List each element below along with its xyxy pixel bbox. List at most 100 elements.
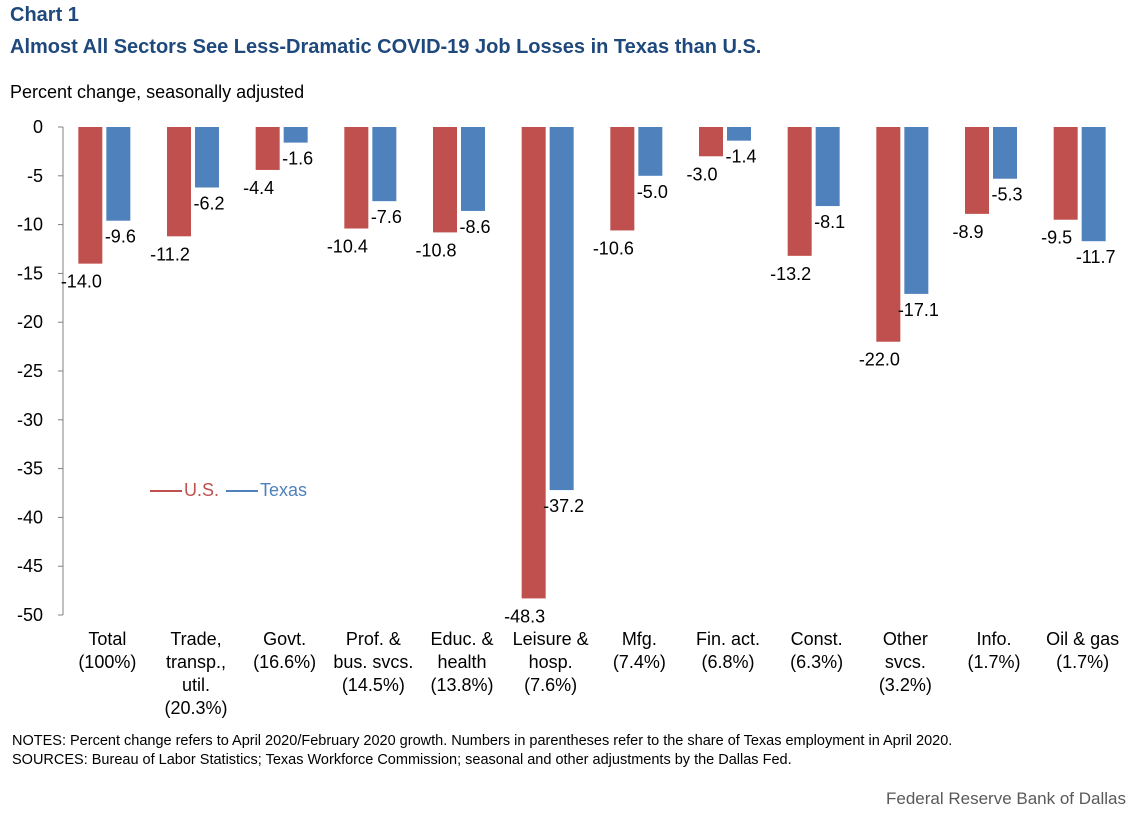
x-tick-label: (7.4%) bbox=[613, 652, 666, 672]
data-label-us: -4.4 bbox=[243, 178, 274, 198]
bar-texas bbox=[638, 127, 663, 176]
legend-us-label: U.S. bbox=[184, 480, 220, 500]
x-tick-label: (3.2%) bbox=[879, 675, 932, 695]
sources-line: SOURCES: Bureau of Labor Statistics; Tex… bbox=[12, 752, 792, 768]
y-tick-label: -15 bbox=[17, 263, 43, 283]
data-label-us: -8.9 bbox=[952, 222, 983, 242]
data-label-texas: -8.1 bbox=[814, 212, 845, 232]
bar-chart: 0 -5 -10 -15 -20 -25 -30 -35 -40 -45 -50 -14.0 -9.6 T… bbox=[17, 117, 1119, 718]
data-label-us: -10.6 bbox=[593, 238, 634, 258]
notes: NOTES: Percent change refers to April 20… bbox=[12, 732, 952, 770]
bar-us bbox=[699, 127, 723, 157]
bar-texas bbox=[993, 127, 1017, 179]
x-tick-label: bus. svcs. bbox=[333, 652, 413, 672]
data-label-texas: -1.6 bbox=[282, 149, 313, 169]
x-tick-label: Const. bbox=[791, 629, 843, 649]
x-tick-label: Other bbox=[883, 629, 928, 649]
data-label-texas: -5.0 bbox=[637, 182, 668, 202]
bar-texas bbox=[195, 127, 219, 188]
y-axis-label: Percent change, seasonally adjusted bbox=[10, 82, 305, 102]
y-tick-label: 0 bbox=[33, 117, 43, 137]
bar-us bbox=[78, 127, 103, 264]
y-tick-label: -35 bbox=[17, 459, 43, 479]
legend: U.S. Texas bbox=[150, 480, 309, 501]
data-label-texas: -5.3 bbox=[991, 185, 1022, 205]
bar-us bbox=[876, 127, 901, 342]
y-tick-label: -40 bbox=[17, 507, 43, 527]
x-tick-label: util. bbox=[182, 675, 210, 695]
bar-us bbox=[433, 127, 457, 233]
x-tick-label: (7.6%) bbox=[524, 675, 577, 695]
bar-us bbox=[167, 127, 191, 237]
x-tick-label: Info. bbox=[976, 629, 1011, 649]
x-tick-label: (13.8%) bbox=[430, 675, 493, 695]
data-label-us: -14.0 bbox=[61, 272, 102, 292]
data-label-us: -3.0 bbox=[686, 164, 717, 184]
x-tick-label: health bbox=[437, 652, 486, 672]
bar-texas bbox=[815, 127, 840, 207]
x-tick-label: transp., bbox=[166, 652, 226, 672]
data-label-texas: -11.7 bbox=[1076, 247, 1116, 267]
chart-number: Chart 1 bbox=[10, 4, 79, 26]
bar-us bbox=[1053, 127, 1078, 220]
data-label-texas: -7.6 bbox=[371, 207, 402, 227]
data-label-us: -10.8 bbox=[415, 240, 456, 260]
x-tick-label: Prof. & bbox=[346, 629, 401, 649]
bar-us bbox=[255, 127, 280, 170]
data-label-us: -9.5 bbox=[1041, 228, 1072, 248]
x-tick-label: Mfg. bbox=[622, 629, 657, 649]
data-label-texas: -6.2 bbox=[193, 194, 224, 214]
x-tick-label: svcs. bbox=[885, 652, 926, 672]
bar-texas bbox=[1081, 127, 1106, 242]
bar-texas bbox=[283, 127, 308, 143]
x-tick-label: Total bbox=[88, 629, 126, 649]
bar-us bbox=[610, 127, 635, 231]
bar-texas bbox=[461, 127, 485, 211]
data-label-texas: -17.1 bbox=[898, 300, 939, 320]
x-tick-label: (14.5%) bbox=[342, 675, 405, 695]
x-tick-label: (1.7%) bbox=[967, 652, 1020, 672]
x-tick-label: (6.8%) bbox=[701, 652, 754, 672]
bar-texas bbox=[106, 127, 131, 221]
data-label-us: -11.2 bbox=[150, 244, 190, 264]
data-label-us: -10.4 bbox=[327, 237, 368, 257]
x-tick-label: (100%) bbox=[78, 652, 136, 672]
y-tick-label: -45 bbox=[17, 556, 43, 576]
data-label-texas: -37.2 bbox=[543, 496, 584, 516]
legend-us-swatch bbox=[150, 490, 182, 493]
bar-texas bbox=[727, 127, 751, 141]
x-tick-label: (1.7%) bbox=[1056, 652, 1109, 672]
x-tick-label: Educ. & bbox=[430, 629, 493, 649]
bar-us bbox=[965, 127, 989, 214]
x-tick-label: Fin. act. bbox=[696, 629, 760, 649]
data-label-texas: -9.6 bbox=[105, 227, 136, 247]
data-label-texas: -1.4 bbox=[725, 147, 756, 167]
legend-texas-swatch bbox=[226, 490, 259, 493]
bar-us bbox=[521, 127, 546, 599]
data-label-us: -13.2 bbox=[770, 264, 811, 284]
x-tick-label: (6.3%) bbox=[790, 652, 843, 672]
chart-title: Almost All Sectors See Less-Dramatic COV… bbox=[10, 36, 762, 58]
data-label-texas: -8.6 bbox=[459, 217, 490, 237]
x-tick-label: (16.6%) bbox=[253, 652, 316, 672]
y-tick-label: -50 bbox=[17, 605, 43, 625]
x-tick-label: (20.3%) bbox=[164, 698, 227, 718]
footer-source: Federal Reserve Bank of Dallas bbox=[885, 789, 1126, 808]
bar-us bbox=[787, 127, 812, 256]
x-tick-label: Govt. bbox=[263, 629, 306, 649]
y-tick-label: -30 bbox=[17, 410, 43, 430]
x-tick-label: hosp. bbox=[529, 652, 573, 672]
x-tick-label: Oil & gas bbox=[1046, 629, 1119, 649]
x-tick-label: Leisure & bbox=[513, 629, 589, 649]
data-label-us: -22.0 bbox=[859, 350, 900, 370]
bar-texas bbox=[549, 127, 574, 491]
y-tick-label: -10 bbox=[17, 215, 43, 235]
notes-line: NOTES: Percent change refers to April 20… bbox=[12, 733, 953, 749]
x-tick-label: Trade, bbox=[170, 629, 221, 649]
data-label-us: -48.3 bbox=[504, 606, 545, 626]
y-tick-label: -20 bbox=[17, 312, 43, 332]
bar-texas bbox=[904, 127, 929, 294]
bar-us bbox=[344, 127, 369, 229]
y-tick-label: -5 bbox=[27, 166, 43, 186]
legend-texas-label: Texas bbox=[260, 480, 308, 500]
